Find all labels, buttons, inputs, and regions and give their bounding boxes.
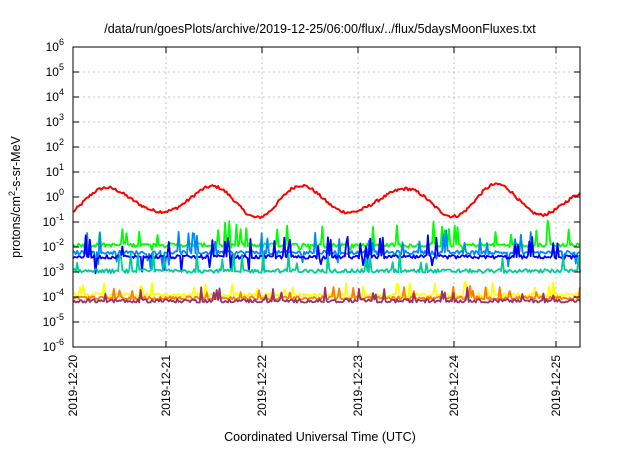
x-tick-label: 2019-12-22 bbox=[255, 355, 269, 417]
y-tick-label: 101 bbox=[46, 162, 64, 179]
x-tick-label: 2019-12-20 bbox=[66, 355, 80, 417]
y-tick-label: 100 bbox=[46, 187, 64, 204]
x-axis-title: Coordinated Universal Time (UTC) bbox=[0, 430, 640, 444]
x-tick-label: 2019-12-25 bbox=[549, 355, 563, 417]
y-tick-label: 104 bbox=[46, 87, 64, 104]
series-line-1 bbox=[73, 183, 580, 218]
y-tick-label: 10-2 bbox=[43, 237, 64, 254]
y-axis-title: protons/cm2-s-sr-MeV bbox=[7, 135, 23, 257]
y-tick-label: 105 bbox=[46, 62, 64, 79]
y-tick-label: 106 bbox=[46, 37, 64, 54]
x-tick-label: 2019-12-21 bbox=[159, 355, 173, 417]
y-tick-label: 10-6 bbox=[43, 337, 64, 354]
y-tick-label: 102 bbox=[46, 137, 64, 154]
y-tick-label: 10-4 bbox=[43, 287, 64, 304]
x-tick-label: 2019-12-23 bbox=[351, 355, 365, 417]
y-tick-label: 10-5 bbox=[43, 312, 64, 329]
y-tick-label: 10-3 bbox=[43, 262, 64, 279]
x-tick-label: 2019-12-24 bbox=[447, 355, 461, 417]
y-tick-label: 103 bbox=[46, 112, 64, 129]
chart-title: /data/run/goesPlots/archive/2019-12-25/0… bbox=[0, 22, 640, 36]
y-tick-label: 10-1 bbox=[43, 212, 64, 229]
